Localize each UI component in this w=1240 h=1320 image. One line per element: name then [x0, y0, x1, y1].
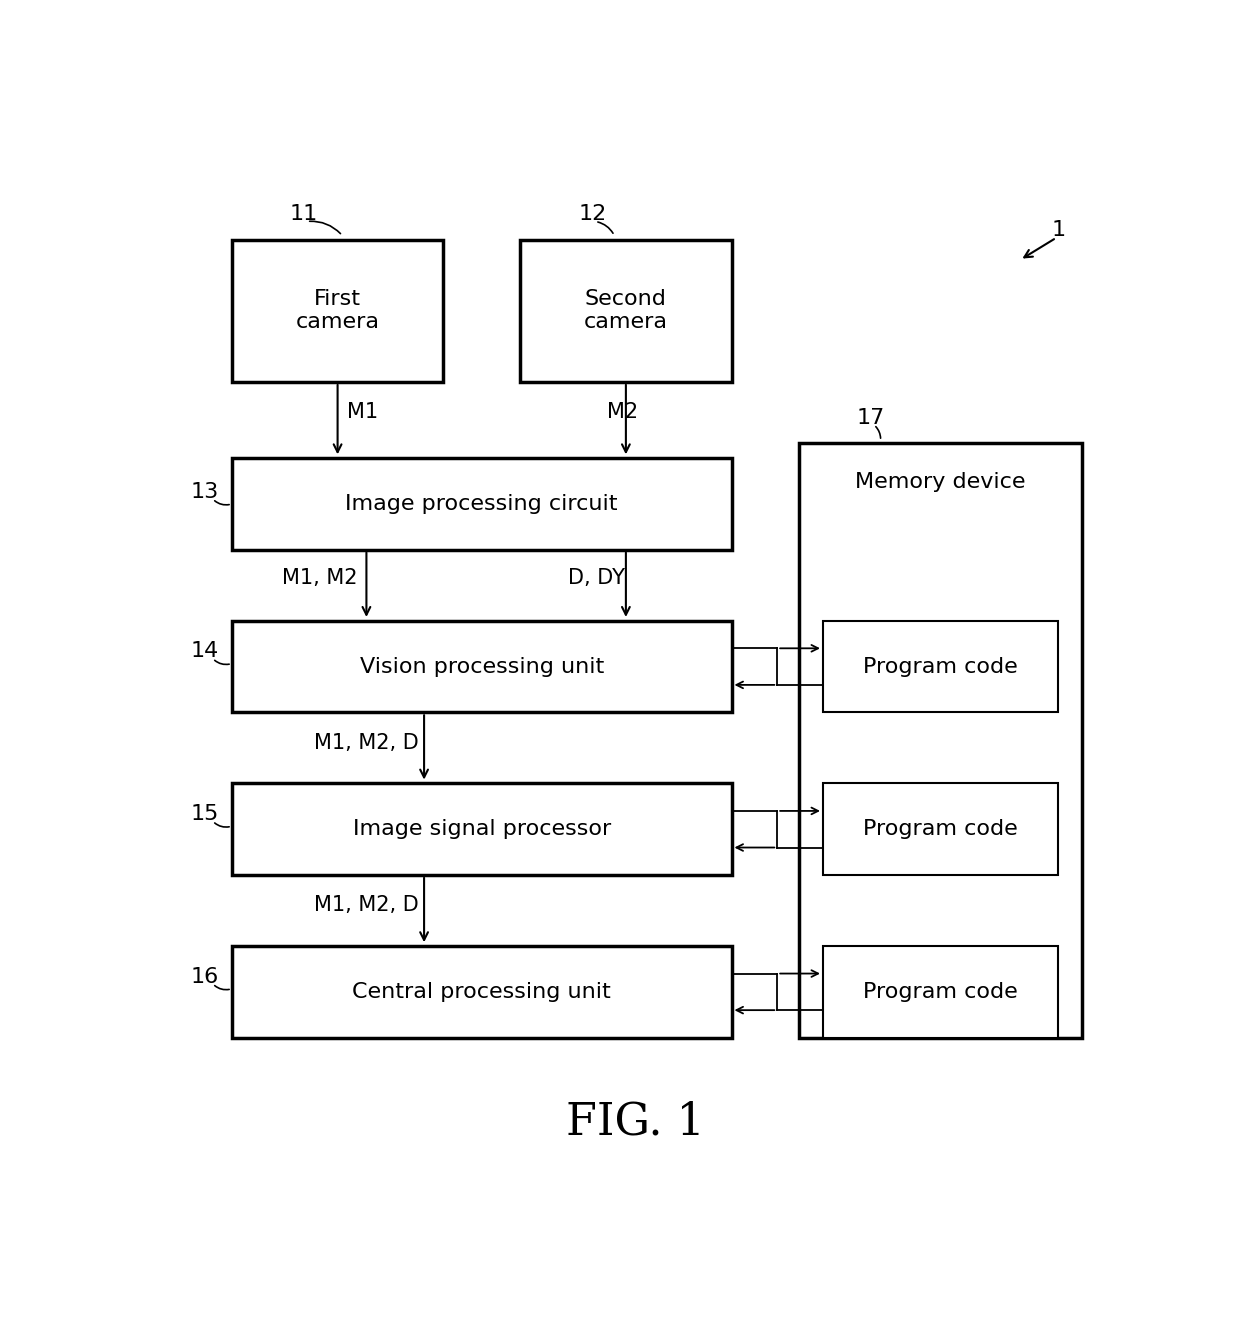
Text: D, DY: D, DY — [568, 568, 625, 589]
Text: M2: M2 — [606, 403, 637, 422]
Bar — [232, 240, 444, 381]
Text: 15: 15 — [191, 804, 219, 824]
Text: Program code: Program code — [863, 820, 1018, 840]
Text: 1: 1 — [1052, 219, 1065, 239]
Text: M1, M2: M1, M2 — [281, 568, 357, 589]
Text: FIG. 1: FIG. 1 — [567, 1101, 704, 1143]
Text: M1: M1 — [347, 403, 378, 422]
Bar — [799, 444, 1083, 1038]
Text: Image processing circuit: Image processing circuit — [346, 494, 618, 513]
Text: Central processing unit: Central processing unit — [352, 982, 611, 1002]
Bar — [232, 784, 732, 875]
Text: 13: 13 — [191, 482, 219, 502]
Bar — [823, 620, 1058, 713]
Text: 16: 16 — [191, 966, 219, 986]
Text: 11: 11 — [290, 205, 319, 224]
Text: Image signal processor: Image signal processor — [352, 820, 611, 840]
Bar — [232, 458, 732, 549]
Bar — [232, 946, 732, 1038]
Bar — [232, 620, 732, 713]
Bar — [823, 946, 1058, 1038]
Text: 17: 17 — [857, 408, 885, 428]
Text: First
camera: First camera — [295, 289, 379, 333]
Text: Program code: Program code — [863, 656, 1018, 677]
Text: Program code: Program code — [863, 982, 1018, 1002]
Text: 12: 12 — [578, 205, 606, 224]
Text: Second
camera: Second camera — [584, 289, 668, 333]
Text: 14: 14 — [191, 642, 219, 661]
Text: Vision processing unit: Vision processing unit — [360, 656, 604, 677]
Bar — [521, 240, 732, 381]
Bar — [823, 784, 1058, 875]
Text: M1, M2, D: M1, M2, D — [314, 895, 418, 916]
Text: M1, M2, D: M1, M2, D — [314, 733, 418, 752]
Text: Memory device: Memory device — [856, 471, 1025, 491]
